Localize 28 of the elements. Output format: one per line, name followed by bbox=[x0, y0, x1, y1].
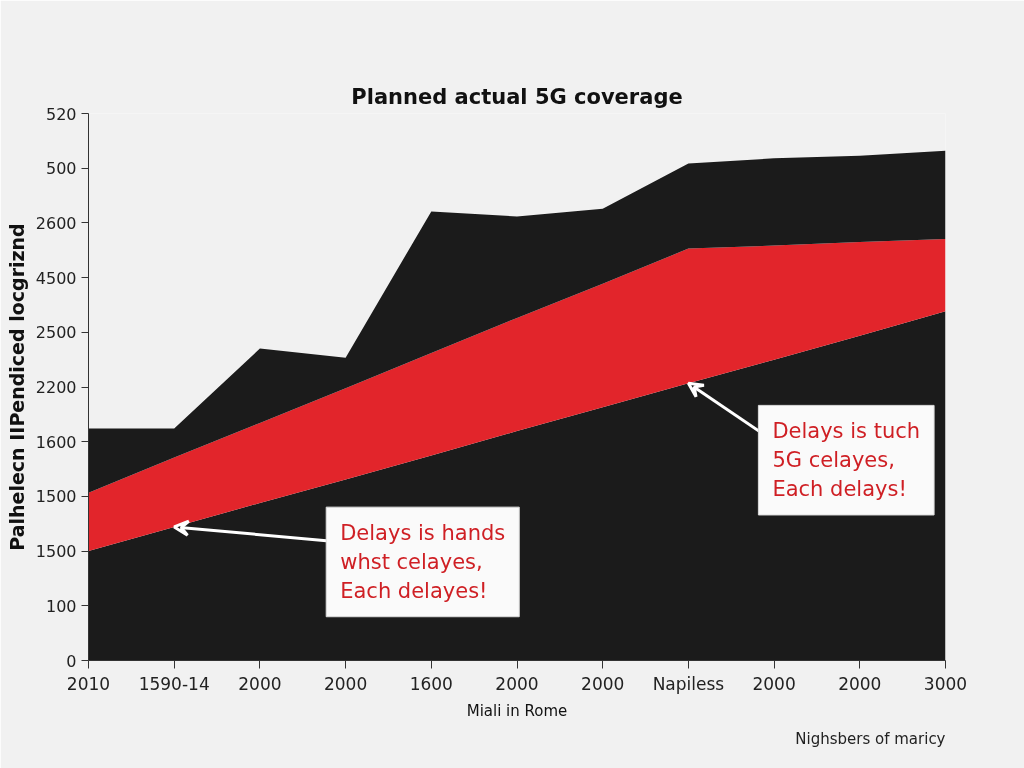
text: 2200 bbox=[35, 378, 77, 397]
y-axis-title: Palhelecn IIPendiced locgriznd bbox=[5, 223, 28, 551]
text: 2500 bbox=[35, 323, 77, 343]
x-tick-label: 3000 bbox=[923, 673, 968, 694]
x-tick-label: 2000 bbox=[323, 673, 368, 694]
x-tick-label: 1590-14 bbox=[138, 673, 210, 694]
x-tick-label: 2000 bbox=[838, 673, 882, 694]
text: 500 bbox=[45, 159, 77, 179]
text: 1600 bbox=[35, 432, 77, 452]
text: 2600 bbox=[35, 213, 77, 233]
x-tick-label: 1600 bbox=[409, 673, 453, 694]
annotation: Delays is tuch 5G celayes, Each delays! bbox=[772, 419, 921, 501]
text: Nighsbers of maricy bbox=[795, 729, 946, 748]
text: 100 bbox=[45, 596, 77, 616]
annotation: Delays is hands whst celayes, Each delayes! bbox=[340, 521, 506, 603]
x-tick-label: 2000 bbox=[238, 673, 282, 694]
text: 0 bbox=[66, 651, 77, 671]
text: 1500 bbox=[35, 542, 77, 562]
x-tick-label: 2000 bbox=[581, 673, 625, 694]
x-tick-label: 2000 bbox=[495, 673, 539, 694]
text: 4500 bbox=[35, 268, 77, 288]
text: 520 bbox=[45, 104, 77, 124]
x-tick-label: 2010 bbox=[66, 673, 111, 694]
x-axis-title: Miali in Rome bbox=[466, 701, 568, 720]
x-tick-label: Napiless bbox=[652, 673, 725, 694]
chart-title: Planned actual 5G coverage bbox=[351, 84, 683, 109]
text: 1500 bbox=[35, 487, 77, 507]
x-tick-label: 2000 bbox=[752, 673, 796, 694]
